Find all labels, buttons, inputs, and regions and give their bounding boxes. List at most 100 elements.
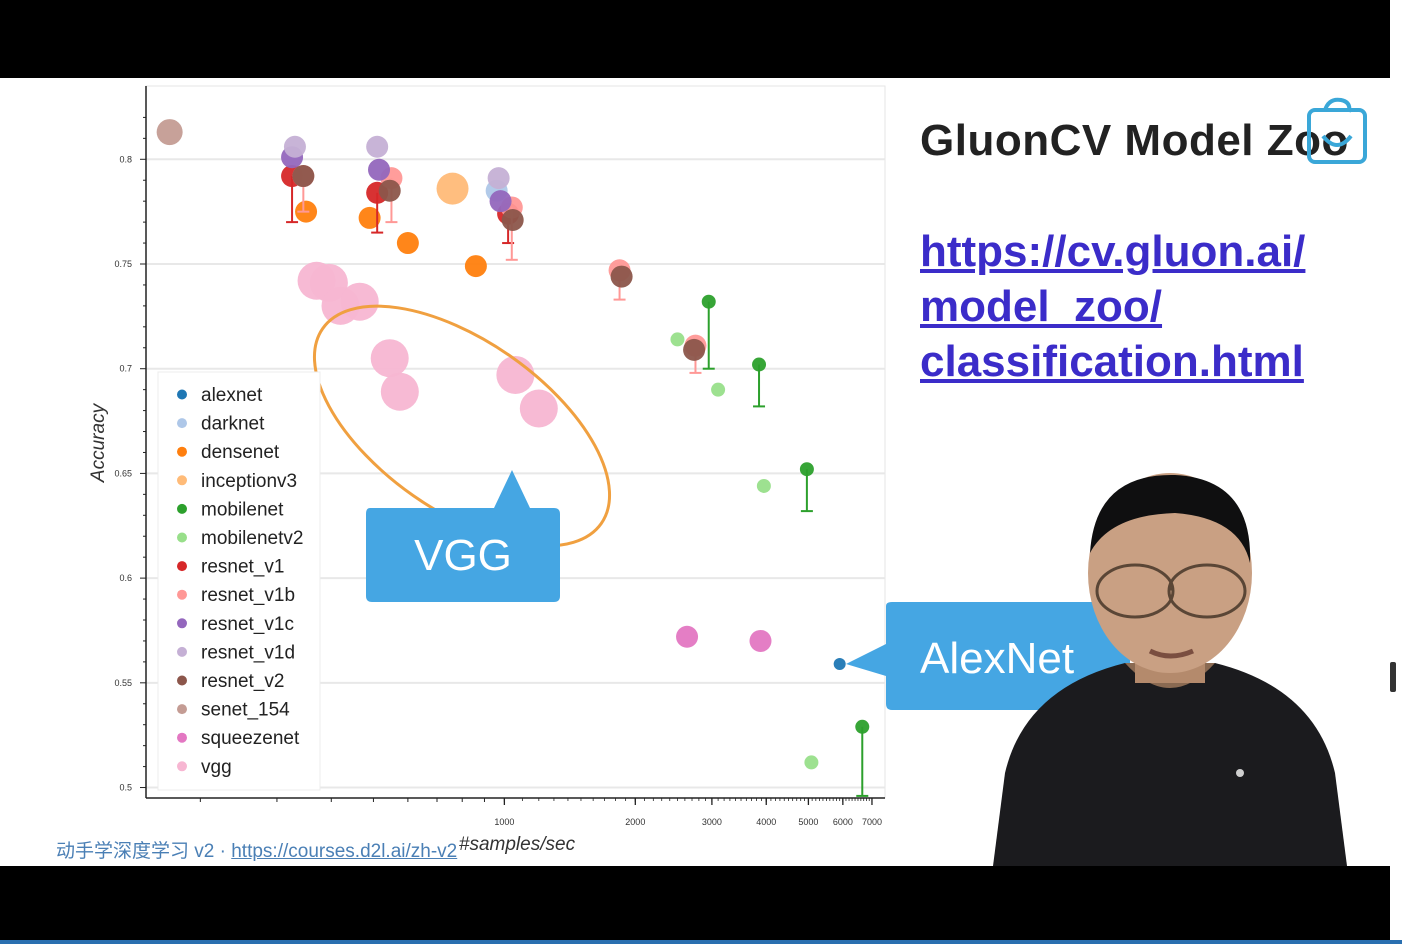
x-axis-label: #samples/sec — [459, 834, 576, 855]
x-tick-label: 1000 — [494, 817, 514, 827]
mobilenetv2-point — [804, 755, 819, 770]
legend-label-alexnet: alexnet — [201, 385, 263, 406]
scatter-chart: 0.5 0.55 0.6 0.65 0.7 0.75 0.8 1000 2000 3000 4000… — [88, 85, 886, 855]
y-tick-label: 0.8 — [119, 154, 132, 164]
footer-prefix: 动手学深度学习 v2 · — [56, 841, 232, 862]
y-tick-label: 0.7 — [119, 364, 132, 374]
mobilenetv2-point — [756, 478, 771, 493]
resnet_v2-point — [610, 265, 633, 288]
alexnet-point — [833, 657, 846, 670]
progress-line — [0, 940, 1402, 944]
vgg-callout-bubble — [366, 470, 560, 602]
squeezenet-point — [676, 625, 699, 648]
resnet_v2-point — [683, 338, 706, 361]
y-tick-label: 0.55 — [114, 678, 132, 688]
legend-label-squeezenet: squeezenet — [201, 728, 300, 749]
legend-swatch-resnet_v1 — [177, 561, 187, 572]
vgg-callout: VGG — [366, 470, 560, 602]
footer: 动手学深度学习 v2 · https://courses.d2l.ai/zh-v… — [56, 836, 457, 863]
inceptionv3-point — [436, 172, 469, 205]
link-line-3[interactable]: classification.html — [920, 337, 1304, 386]
densenet-point — [396, 232, 419, 255]
legend-swatch-resnet_v1d — [177, 646, 187, 657]
chart-legend: alexnet darknet densenet inceptionv3 mobilen… — [157, 371, 321, 791]
densenet-point — [464, 255, 487, 278]
y-tick-label: 0.65 — [114, 468, 132, 478]
legend-label-resnet_v1b: resnet_v1b — [201, 585, 295, 606]
vgg-point — [519, 389, 558, 428]
chart-marks — [156, 119, 870, 797]
legend-swatch-mobilenetv2 — [177, 532, 187, 543]
legend-swatch-darknet — [177, 418, 187, 429]
x-tick-label: 6000 — [833, 817, 853, 827]
mobilenetv2-point — [711, 382, 726, 397]
right-edge — [1390, 0, 1402, 944]
vgg-point — [496, 355, 535, 394]
legend-swatch-mobilenet — [177, 503, 187, 514]
x-tick-label: 4000 — [756, 817, 776, 827]
legend-label-resnet_v1d: resnet_v1d — [201, 642, 295, 663]
legend-label-densenet: densenet — [201, 442, 280, 463]
legend-label-mobilenet: mobilenet — [201, 499, 284, 520]
x-tick-label: 5000 — [798, 817, 818, 827]
scrollbar-handle[interactable] — [1390, 662, 1396, 692]
footer-link[interactable]: https://courses.d2l.ai/zh-v2 — [231, 841, 458, 862]
vgg-point — [380, 372, 419, 411]
densenet-point — [358, 206, 381, 229]
mobilenetv2-point — [670, 332, 685, 347]
resnet_v2-point — [378, 179, 401, 202]
resnet_v1c-point — [368, 158, 391, 181]
legend-label-darknet: darknet — [201, 414, 265, 435]
mobilenet-point — [855, 719, 870, 734]
chart-axes: 0.5 0.55 0.6 0.65 0.7 0.75 0.8 1000 2000 3000 4000… — [88, 86, 885, 855]
bilibili-logo — [1307, 97, 1367, 164]
y-tick-label: 0.75 — [114, 259, 132, 269]
legend-swatch-resnet_v1b — [177, 589, 187, 600]
legend-swatch-resnet_v1c — [177, 618, 187, 629]
legend-label-vgg: vgg — [201, 757, 232, 778]
legend-label-resnet_v1c: resnet_v1c — [201, 614, 294, 635]
resnet_v1c-point — [489, 190, 512, 213]
legend-swatch-densenet — [177, 446, 187, 457]
vgg-callout-text: VGG — [414, 531, 512, 580]
vgg-ellipse — [312, 304, 612, 548]
x-tick-label: 7000 — [862, 817, 882, 827]
mobilenet-point — [752, 357, 767, 372]
legend-label-resnet_v1: resnet_v1 — [201, 557, 284, 578]
alexnet-callout: AlexNet — [846, 602, 1130, 710]
presenter-video — [993, 473, 1347, 866]
y-tick-label: 0.6 — [119, 573, 132, 583]
y-tick-label: 0.5 — [119, 783, 132, 793]
legend-box — [157, 371, 321, 791]
senet_154-point — [156, 119, 183, 146]
squeezenet-point — [749, 629, 772, 652]
legend-label-mobilenetv2: mobilenetv2 — [201, 528, 303, 549]
legend-swatch-squeezenet — [177, 732, 187, 743]
legend-label-inceptionv3: inceptionv3 — [201, 471, 297, 492]
resnet_v2-point — [501, 209, 524, 232]
mobilenet-point — [799, 462, 814, 477]
resnet_v1d-point — [487, 167, 510, 190]
vgg-point — [370, 339, 409, 378]
slide: 0.5 0.55 0.6 0.65 0.7 0.75 0.8 1000 2000 3000 4000… — [0, 78, 1390, 866]
resnet_v1d-point — [283, 135, 306, 158]
resnet_v1d-point — [366, 135, 389, 158]
legend-swatch-inceptionv3 — [177, 475, 187, 486]
legend-label-senet_154: senet_154 — [201, 700, 290, 721]
slide-title: GluonCV Model Zoo — [920, 116, 1349, 165]
legend-swatch-senet_154 — [177, 704, 187, 715]
legend-swatch-vgg — [177, 761, 187, 772]
link-line-2[interactable]: model_zoo/ — [920, 282, 1163, 331]
legend-label-resnet_v2: resnet_v2 — [201, 671, 284, 692]
model-zoo-link[interactable]: https://cv.gluon.ai/ model_zoo/ classifi… — [920, 224, 1350, 389]
alexnet-callout-text: AlexNet — [920, 634, 1074, 683]
link-line-1[interactable]: https://cv.gluon.ai/ — [920, 227, 1306, 276]
legend-swatch-resnet_v2 — [177, 675, 187, 686]
legend-swatch-alexnet — [177, 389, 187, 400]
vgg-highlight — [312, 304, 612, 548]
x-tick-label: 3000 — [702, 817, 722, 827]
x-tick-label: 2000 — [625, 817, 645, 827]
mobilenet-point — [701, 294, 716, 309]
resnet_v2-point — [292, 165, 315, 188]
vgg-point — [340, 282, 379, 321]
